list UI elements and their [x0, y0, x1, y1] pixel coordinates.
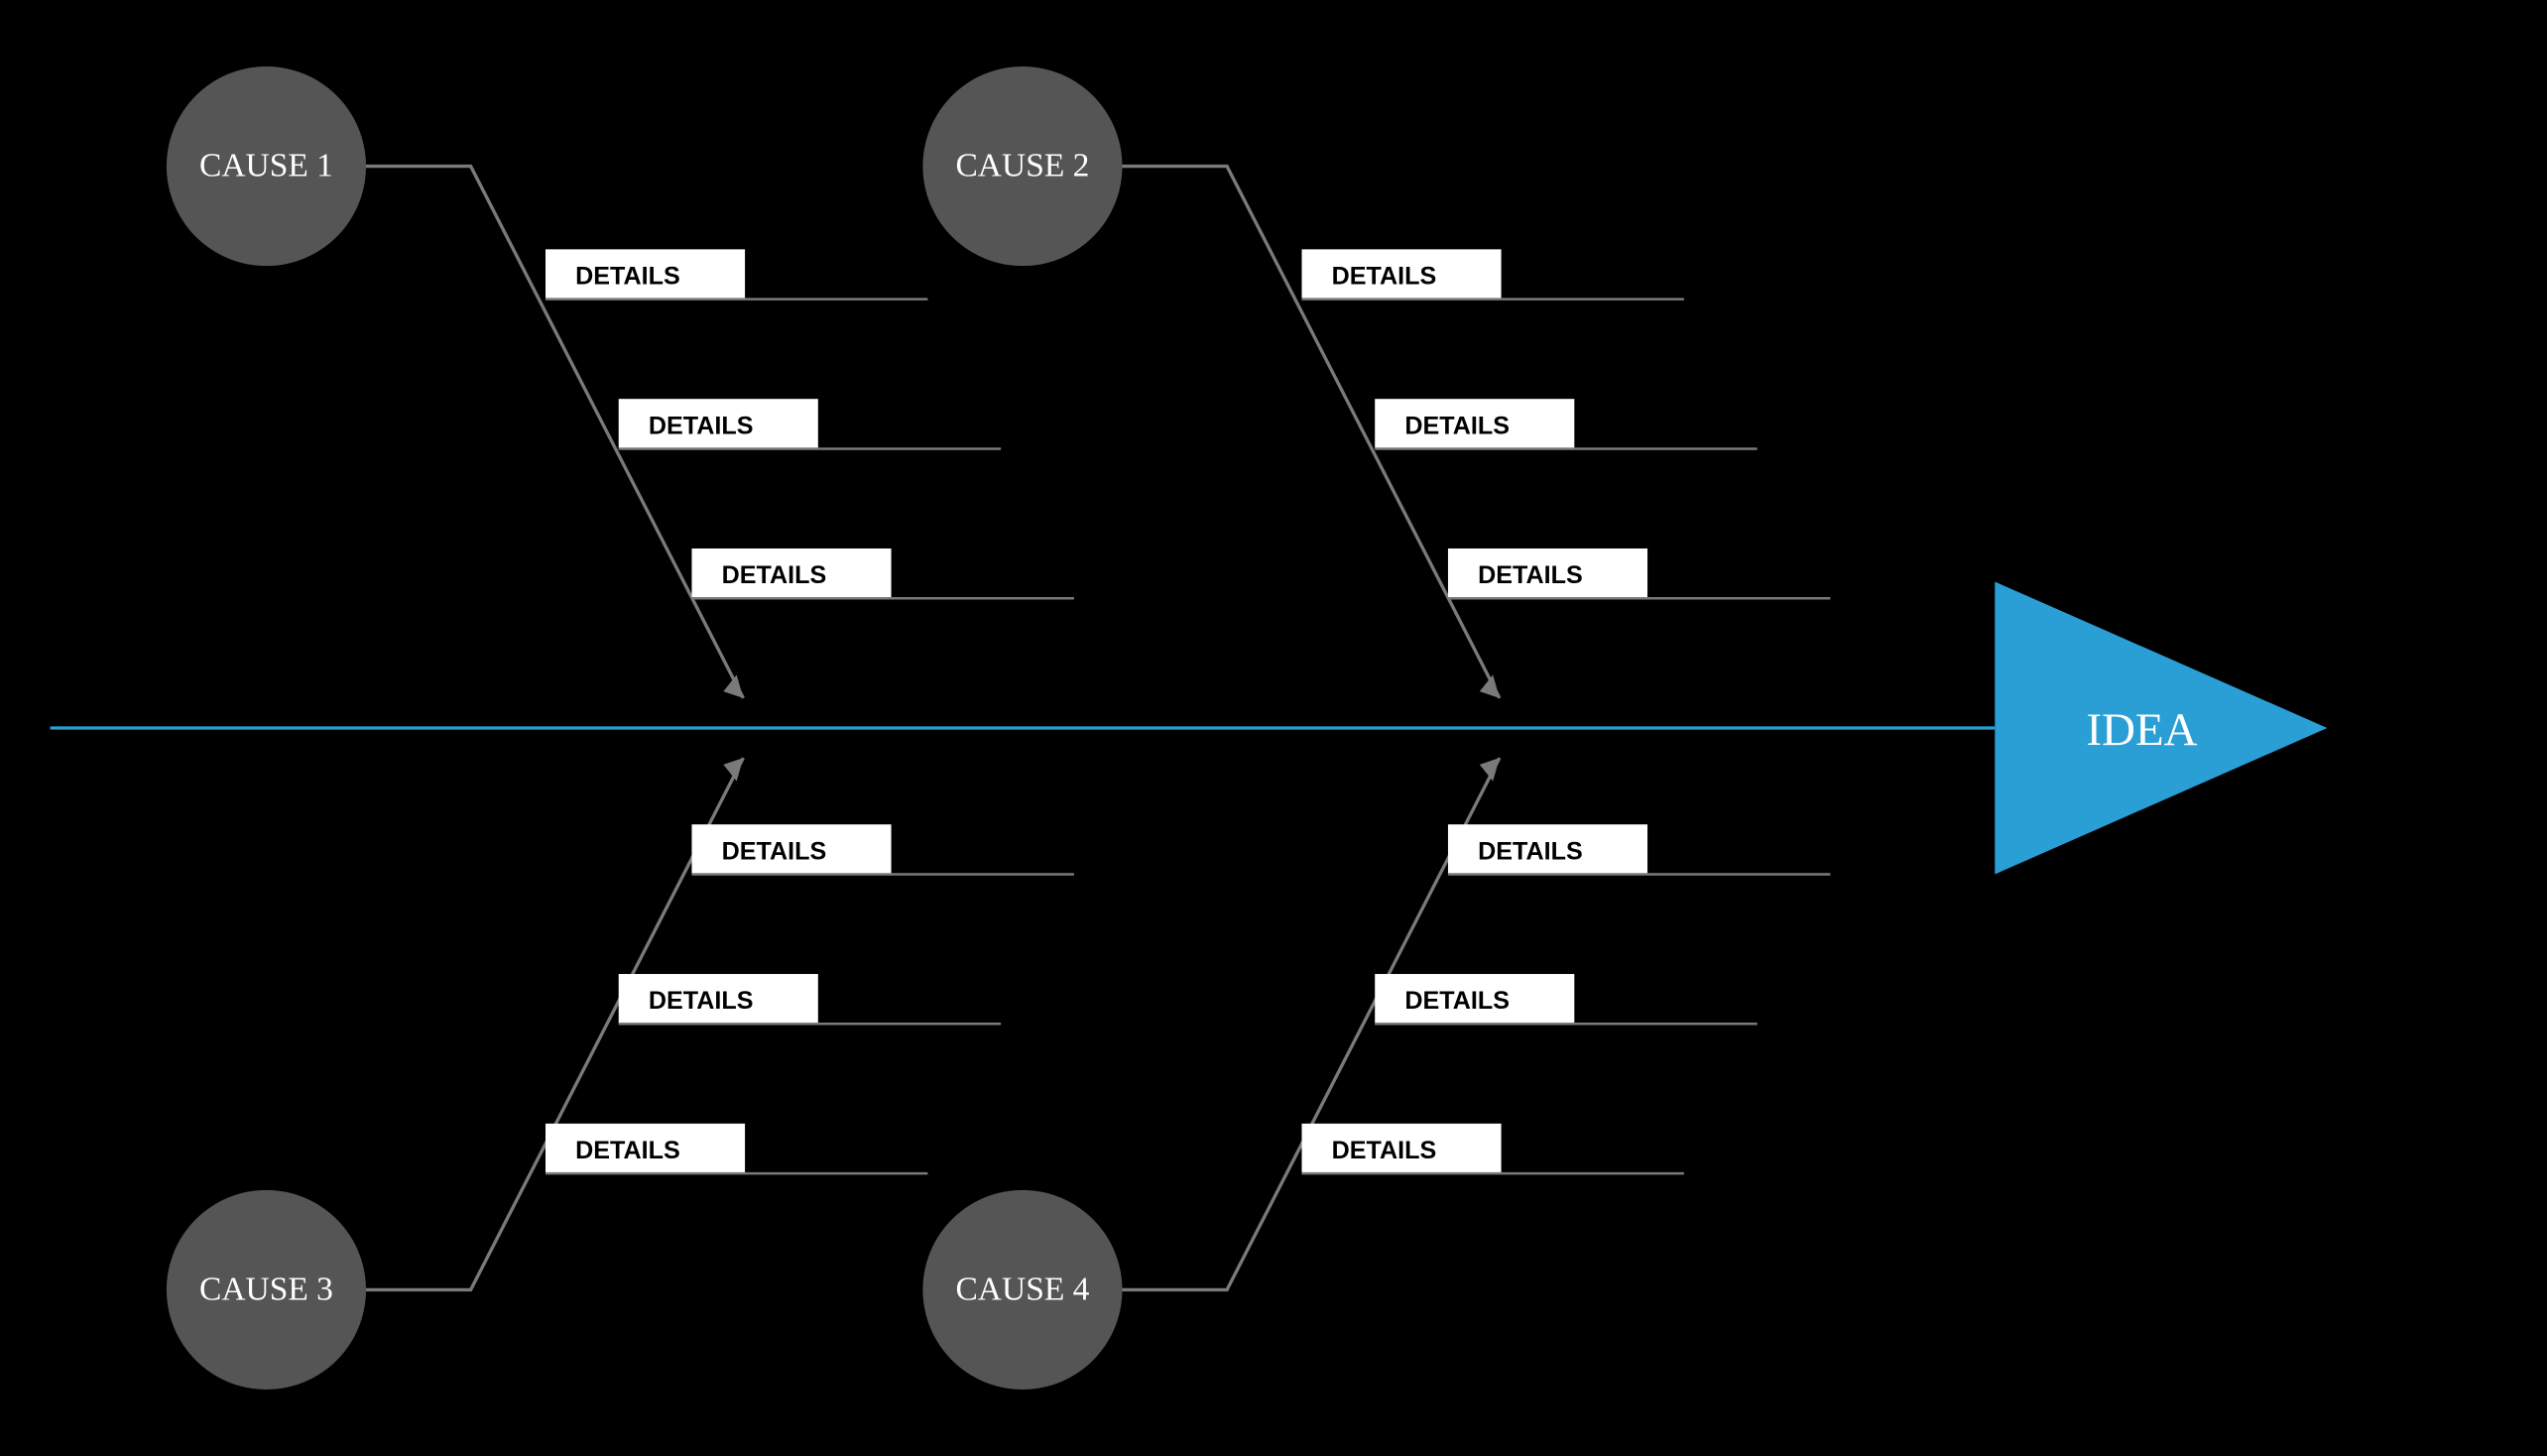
cause-label-cause4: CAUSE 4: [955, 1271, 1089, 1307]
detail-label-cause3-2: DETAILS: [575, 1137, 680, 1164]
detail-label-cause1-2: DETAILS: [722, 561, 827, 589]
detail-label-cause2-2: DETAILS: [1478, 561, 1583, 589]
detail-label-cause1-0: DETAILS: [575, 263, 680, 291]
idea-label: IDEA: [2086, 704, 2197, 756]
detail-label-cause3-0: DETAILS: [722, 837, 827, 865]
detail-label-cause3-1: DETAILS: [649, 987, 754, 1015]
detail-label-cause4-1: DETAILS: [1404, 987, 1510, 1015]
cause-label-cause1: CAUSE 1: [199, 148, 333, 184]
detail-label-cause2-0: DETAILS: [1332, 263, 1437, 291]
cause-label-cause3: CAUSE 3: [199, 1271, 333, 1307]
detail-label-cause1-1: DETAILS: [649, 412, 754, 439]
fishbone-diagram: IDEA CAUSE 1 DETAILS DETAILS DETAILS CAUSE 2 D…: [0, 0, 2547, 1456]
detail-label-cause4-2: DETAILS: [1332, 1137, 1437, 1164]
detail-label-cause4-0: DETAILS: [1478, 837, 1583, 865]
cause-label-cause2: CAUSE 2: [955, 148, 1089, 184]
detail-label-cause2-1: DETAILS: [1404, 412, 1510, 439]
